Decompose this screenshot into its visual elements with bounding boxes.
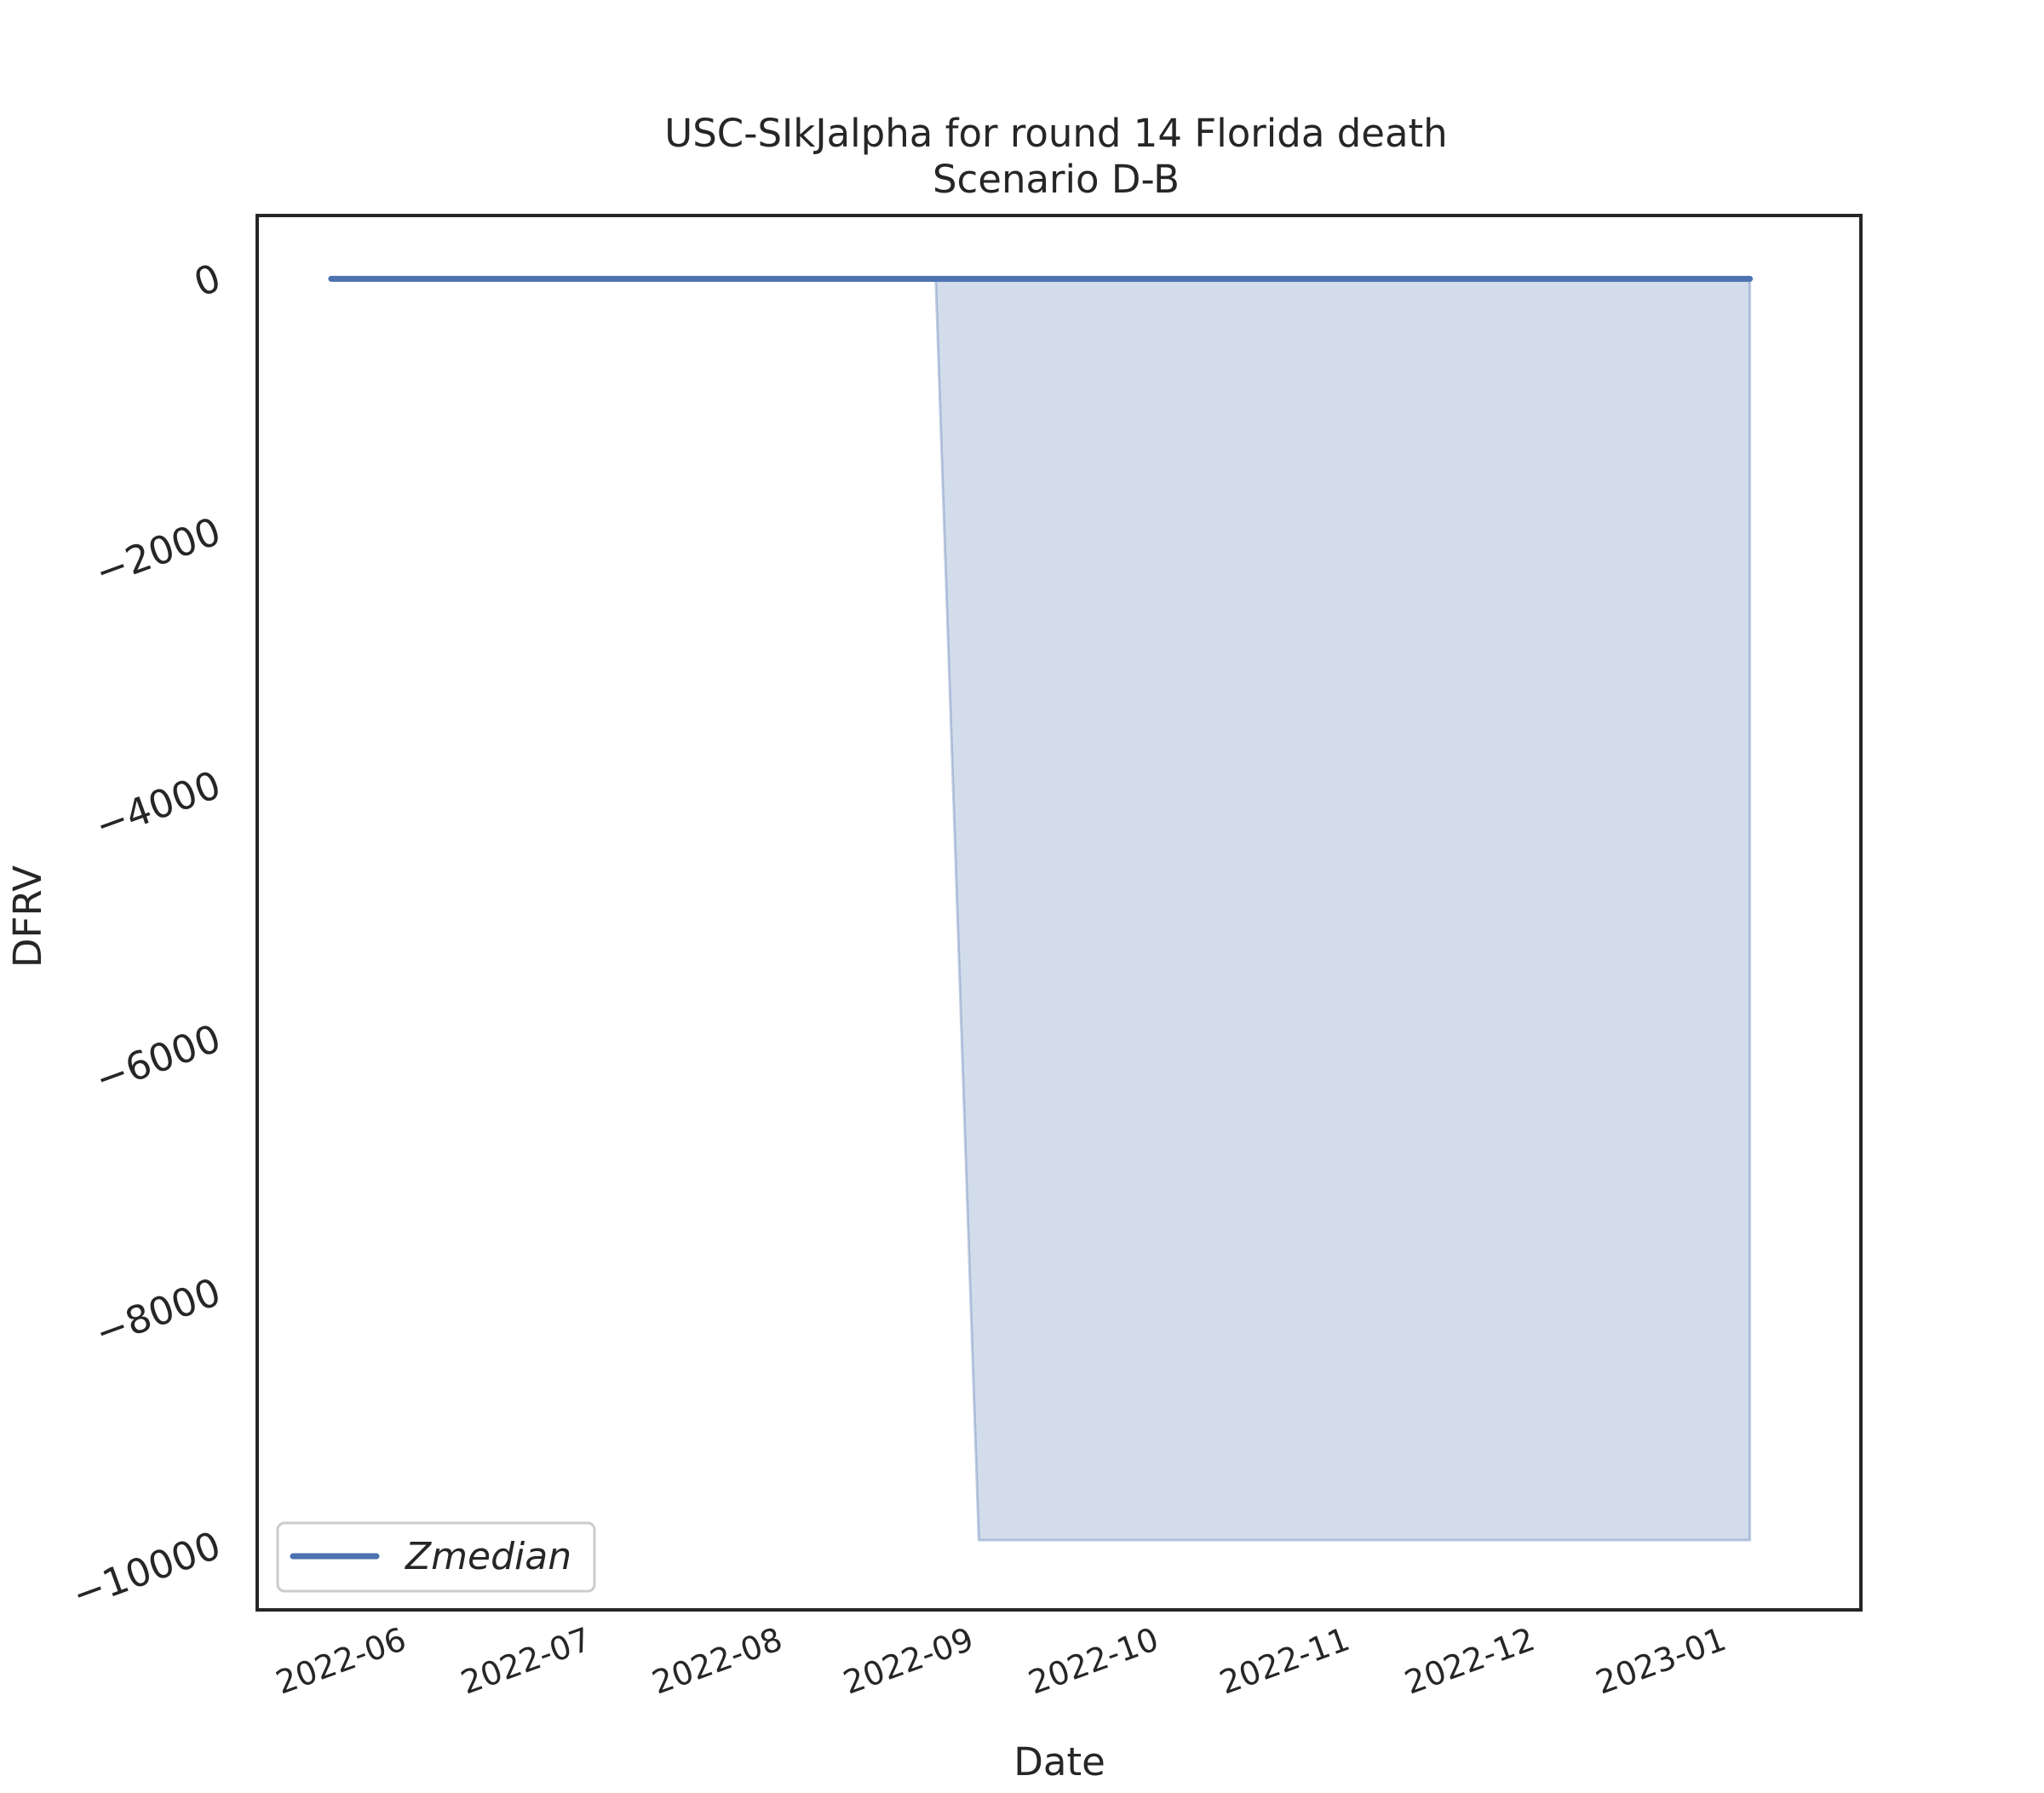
x-axis-label: Date	[1013, 1739, 1105, 1784]
y-axis-label: DFRV	[5, 865, 50, 968]
plot-frame	[256, 214, 1863, 1612]
uncertainty-band	[934, 277, 1752, 1542]
legend[interactable]: Zmedian	[276, 1521, 596, 1593]
legend-label: Zmedian	[405, 1535, 571, 1578]
chart-title: USC-SIkJalpha for round 14 Florida death	[664, 111, 1447, 156]
plot-area	[328, 275, 1754, 1542]
legend-box	[276, 1521, 596, 1593]
chart-subtitle: Scenario D-B	[933, 157, 1180, 202]
